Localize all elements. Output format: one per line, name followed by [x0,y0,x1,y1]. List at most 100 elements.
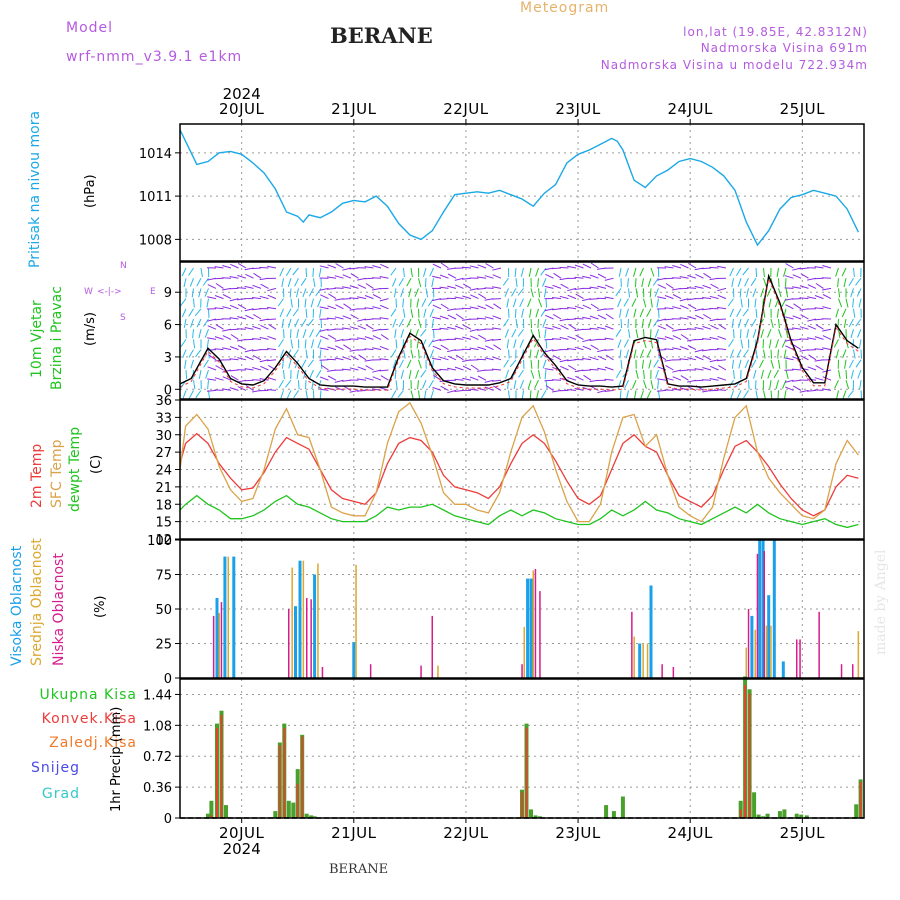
wind-arrow [716,318,727,321]
wind-arrow [736,349,742,358]
wind-arrow [783,267,787,277]
wind-arrow [633,267,637,277]
wind-arrow [505,369,509,379]
wind-arrow [702,297,712,300]
wind-arrow [423,390,427,399]
wind-arrow [244,368,254,371]
wind-arrow [822,376,832,381]
cloud-mid-bar [291,567,293,678]
cloud-mid-bar [437,665,439,678]
wind-arrow [694,379,704,382]
precip-total-bar [286,800,291,818]
wind-arrow [680,304,689,310]
wind-arrow [538,329,541,339]
wind-arrow [695,355,704,361]
panel-frame [179,123,865,262]
wind-arrow [785,329,789,339]
wind-arrow [364,336,374,340]
precip-conv-bar [521,792,523,818]
wind-arrow [688,262,697,269]
wind-arrow [799,285,809,289]
wind-arrow [364,307,374,310]
y-tick-label: 25 [155,638,172,653]
wind-arrow [514,308,517,318]
wind-arrow [343,303,352,310]
wind-arrow [533,339,539,348]
wind-arrow [245,314,254,320]
wind-arrow [542,359,547,369]
wind-arrow [203,359,209,368]
wind-arrow [402,298,404,308]
y-tick-label: 0.36 [143,781,172,796]
wind-arrow [492,327,502,330]
wind-arrow [540,349,547,358]
wind-arrow [807,337,817,340]
wind-arrow [296,288,299,298]
wind-arrow [770,359,774,369]
wind-arrow [589,368,599,371]
precip-conv-bar [525,727,528,818]
wind-arrow [342,267,352,271]
wind-arrow [625,349,629,359]
wind-arrow [717,376,727,381]
wind-arrow [305,390,309,399]
wind-arrow [469,265,479,269]
panel-frame [179,399,865,540]
wind-arrow [290,339,294,349]
wind-arrow [544,369,547,380]
wind-arrow [814,389,824,391]
wind-arrow [222,294,232,300]
wind-arrow [221,277,232,279]
wind-arrow [686,287,697,289]
wind-arrow [694,308,704,312]
wind-arrow [511,288,517,297]
wind-arrow [454,277,464,281]
y-tick-label: 24 [155,464,172,479]
wind-arrow [469,328,479,332]
wind-arrow [575,293,584,300]
wind-arrow [833,339,839,348]
wind-arrow [485,263,494,269]
wind-arrow [635,369,639,379]
wind-arrow [420,328,427,337]
temp-sfc-line [179,401,859,523]
wind-arrow [509,359,517,368]
wind-arrow [619,308,622,318]
wind-arrow [746,329,749,339]
precip-total-bar [529,809,533,818]
wind-arrow [574,305,584,310]
wind-arrow [530,359,533,369]
wind-arrow [214,295,224,300]
wind-arrow [334,357,344,361]
wind-arrow [822,265,832,269]
cloud-high-label: Visoka Oblacnost [9,545,25,666]
wind-arrow [252,284,262,289]
wind-arrow [639,349,644,359]
wind-arrow [646,308,652,317]
wind-arrow [778,329,782,338]
cloud-low-bar [220,602,223,678]
year-label-top: 2024 [223,85,261,103]
wind-arrow [646,390,652,399]
precip-conv-bar [739,809,742,818]
wind-arrow [477,334,487,340]
wind-arrow [300,277,307,286]
wind-arrow [259,336,269,340]
wind-arrow [335,263,344,269]
wind-gust-line [179,277,859,391]
wind-arrow [312,267,314,278]
wind-arrow [229,387,239,391]
wind-arrow [188,349,194,358]
wind-arrow [379,346,389,351]
wind-arrow [251,267,262,270]
wind-arrow [222,388,232,391]
legend-snow: Snijeg [30,760,80,776]
wind-arrow [181,308,187,318]
wind-arrow [294,359,299,369]
precip-total-bar [537,816,542,818]
wind-arrow [214,307,224,310]
wind-arrow [309,369,314,379]
wind-arrow [653,359,659,368]
wind-arrow [439,274,449,279]
wind-arrow [454,366,464,371]
